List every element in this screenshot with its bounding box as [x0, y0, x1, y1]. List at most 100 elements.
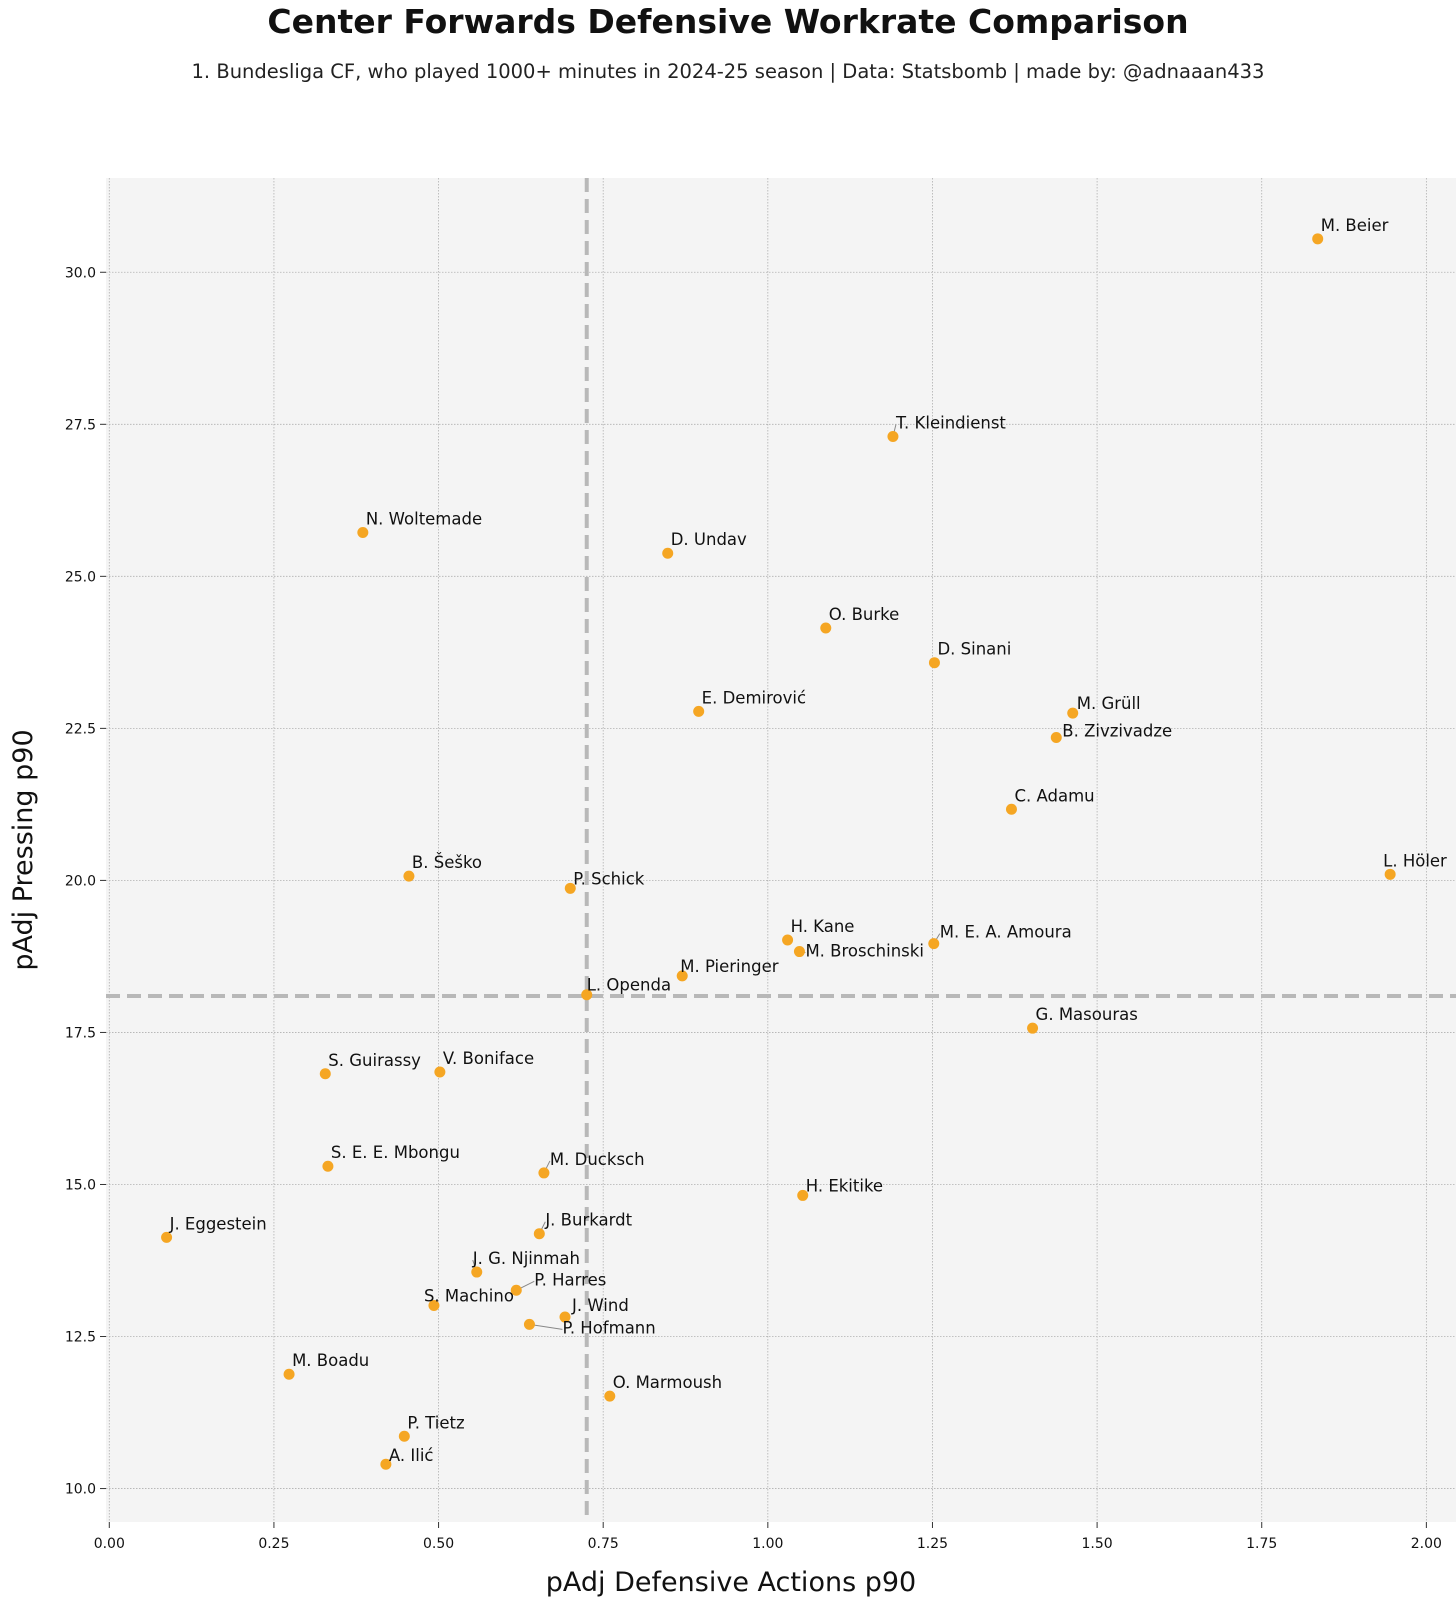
y-tick-label: 10.0 — [65, 1482, 96, 1498]
point-label: L. Höler — [1383, 851, 1447, 870]
scatter-point — [797, 1189, 809, 1201]
y-tick-label: 20.0 — [65, 873, 96, 889]
scatter-point — [380, 1458, 392, 1470]
point-label: M. Grüll — [1077, 694, 1141, 713]
point-label: H. Ekitike — [806, 1176, 883, 1195]
point-label: S. E. E. Mbongu — [331, 1143, 460, 1162]
y-tick-label: 27.5 — [65, 417, 96, 433]
point-label: B. Zivzivadze — [1062, 721, 1172, 740]
scatter-point — [928, 938, 940, 950]
point-label: H. Kane — [791, 917, 855, 936]
scatter-point — [403, 870, 415, 882]
scatter-point — [793, 946, 805, 958]
point-labels: M. Beier T. Kleindienst N. Woltemade D. Und… — [169, 216, 1447, 1465]
scatter-point — [1384, 868, 1396, 880]
point-label: D. Sinani — [937, 640, 1011, 659]
point-label: J. G. Njinmah — [472, 1249, 580, 1268]
point-label: M. Broschinski — [805, 942, 923, 961]
scatter-point — [428, 1300, 440, 1312]
point-label: M. E. A. Amoura — [940, 923, 1072, 942]
scatter-point — [564, 882, 576, 894]
scatter-point — [1312, 233, 1324, 245]
x-axis-label: pAdj Defensive Actions p90 — [546, 1567, 916, 1598]
point-label: P. Harres — [534, 1270, 606, 1289]
point-label: G. Masouras — [1036, 1005, 1138, 1024]
scatter-point — [662, 547, 674, 559]
scatter-point — [1067, 707, 1079, 719]
chart-title: Center Forwards Defensive Workrate Compa… — [267, 2, 1189, 41]
plot-area — [106, 178, 1456, 1522]
x-tick-label: 0.75 — [588, 1536, 619, 1552]
point-label: E. Demirović — [702, 688, 806, 707]
scatter-point — [283, 1368, 295, 1380]
scatter-point — [581, 989, 593, 1001]
y-axis-ticks: 10.0 12.5 15.0 17.5 20.0 22.5 25.0 27.5 30.0 — [65, 265, 106, 1498]
data-points — [161, 233, 1396, 1470]
point-label: T. Kleindienst — [895, 413, 1006, 432]
point-label: M. Pieringer — [680, 957, 778, 976]
scatter-point — [604, 1390, 616, 1402]
scatter-point — [161, 1231, 173, 1243]
scatter-point — [538, 1167, 550, 1179]
scatter-point — [1005, 803, 1017, 815]
scatter-point — [398, 1430, 410, 1442]
scatter-point — [820, 622, 832, 634]
point-label: M. Ducksch — [550, 1150, 645, 1169]
point-label: S. Guirassy — [328, 1051, 421, 1070]
y-tick-label: 12.5 — [65, 1330, 96, 1346]
point-label: P. Hofmann — [562, 1318, 655, 1337]
scatter-point — [523, 1318, 535, 1330]
point-label: N. Woltemade — [366, 510, 482, 529]
point-label: S. Machino — [424, 1287, 514, 1306]
point-label: L. Openda — [587, 976, 671, 995]
scatter-point — [357, 527, 369, 539]
x-tick-label: 1.00 — [752, 1536, 783, 1552]
point-label: D. Undav — [671, 530, 747, 549]
scatter-point — [322, 1160, 334, 1172]
point-label: O. Marmoush — [613, 1373, 722, 1392]
scatter-point — [559, 1311, 571, 1323]
scatter-point — [471, 1266, 483, 1278]
scatter-point — [676, 970, 688, 982]
point-label: O. Burke — [829, 605, 900, 624]
scatter-point — [319, 1068, 331, 1080]
point-label: V. Boniface — [443, 1049, 534, 1068]
y-axis-label: pAdj Pressing p90 — [8, 729, 39, 970]
point-label: J. Eggestein — [169, 1214, 267, 1233]
x-tick-label: 0.50 — [423, 1536, 454, 1552]
scatter-point — [693, 705, 705, 717]
point-label: J. Burkardt — [544, 1211, 632, 1230]
point-label: J. Wind — [571, 1296, 629, 1315]
point-label: M. Boadu — [292, 1351, 369, 1370]
point-label: M. Beier — [1321, 216, 1389, 235]
y-tick-label: 25.0 — [65, 569, 96, 585]
reference-lines — [106, 178, 1456, 1522]
scatter-point — [510, 1284, 522, 1296]
scatter-point — [533, 1228, 545, 1240]
x-tick-label: 0.25 — [258, 1536, 289, 1552]
y-tick-label: 15.0 — [65, 1177, 96, 1193]
x-tick-label: 1.25 — [917, 1536, 948, 1552]
point-label: A. Ilić — [389, 1446, 434, 1465]
scatter-point — [1050, 731, 1062, 743]
point-label: P. Tietz — [407, 1413, 464, 1432]
point-label: P. Schick — [573, 869, 645, 888]
x-axis-ticks: 0.00 0.25 0.50 0.75 1.00 1.25 1.50 1.75 2.00 — [94, 1522, 1442, 1552]
scatter-point — [434, 1066, 446, 1078]
scatter-point — [928, 657, 940, 669]
point-label: B. Šeško — [412, 853, 482, 872]
x-tick-label: 0.00 — [94, 1536, 125, 1552]
x-tick-label: 1.75 — [1246, 1536, 1277, 1552]
point-label: C. Adamu — [1014, 786, 1094, 805]
scatter-point — [782, 934, 794, 946]
grid-lines — [106, 178, 1456, 1522]
y-tick-label: 17.5 — [65, 1025, 96, 1041]
y-tick-label: 22.5 — [65, 721, 96, 737]
scatter-point — [1027, 1022, 1039, 1034]
scatter-point — [887, 430, 899, 442]
label-leader-line — [529, 1323, 563, 1330]
y-tick-label: 30.0 — [65, 265, 96, 281]
x-tick-label: 1.50 — [1082, 1536, 1113, 1552]
x-tick-label: 2.00 — [1411, 1536, 1442, 1552]
